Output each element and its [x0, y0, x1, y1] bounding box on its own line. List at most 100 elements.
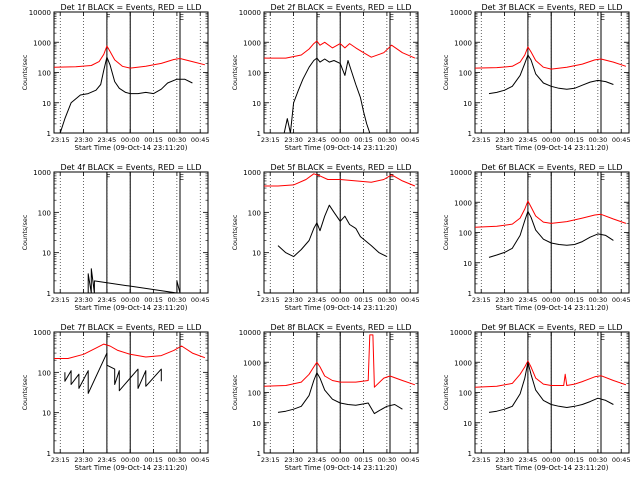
y-tick-label: 100: [459, 230, 472, 238]
event-marker-label: E: [179, 13, 184, 22]
x-tick-label: 00:30: [168, 136, 187, 144]
detector-panel: Det 8f BLACK = Events, RED = LLD 23:15 23:…: [231, 323, 420, 472]
y-tick-label: 10: [463, 420, 472, 428]
x-tick-label: 23:15: [261, 136, 280, 144]
event-marker-label: F: [106, 333, 111, 342]
y-axis-label: Counts/sec: [231, 54, 239, 90]
x-tick-label: 00:15: [565, 136, 584, 144]
y-tick-label: 1: [468, 450, 472, 458]
y-axis-label: Counts/sec: [442, 54, 450, 90]
lld-series-line: [264, 40, 416, 59]
x-tick-label: 00:15: [144, 296, 163, 304]
x-tick-label: 00:00: [542, 456, 561, 464]
x-axis-label: Start Time (09-Oct-14 23:11:20): [496, 304, 609, 312]
plot-frame: [474, 331, 630, 454]
y-tick-label: 1000: [33, 169, 51, 177]
event-marker-label: E: [179, 173, 184, 182]
y-tick-label: 1: [468, 130, 472, 138]
chart-title: Det 4f BLACK = Events, RED = LLD: [60, 163, 201, 172]
lld-series-line: [474, 200, 627, 228]
chart-title: Det 3f BLACK = Events, RED = LLD: [481, 3, 622, 12]
y-tick-label: 10: [252, 100, 261, 108]
y-axis-label: Counts/sec: [442, 374, 450, 410]
x-tick-label: 23:45: [98, 456, 117, 464]
chart-title: Det 8f BLACK = Events, RED = LLD: [270, 323, 411, 332]
y-tick-label: 100: [248, 70, 261, 78]
chart-title: Det 6f BLACK = Events, RED = LLD: [481, 163, 622, 172]
x-tick-label: 00:15: [354, 136, 373, 144]
x-tick-label: 23:15: [51, 296, 70, 304]
y-tick-label: 100: [248, 209, 261, 217]
x-tick-label: 23:30: [74, 296, 93, 304]
y-tick-label: 1: [257, 450, 261, 458]
lld-series-line: [263, 334, 416, 388]
x-tick-label: 00:30: [589, 136, 608, 144]
y-axis-label: Counts/sec: [21, 214, 29, 250]
y-tick-label: 1: [47, 450, 51, 458]
x-tick-label: 23:30: [284, 296, 303, 304]
x-tick-label: 23:30: [74, 456, 93, 464]
events-series-line: [488, 361, 614, 413]
event-marker-label: F: [527, 13, 532, 22]
x-tick-label: 00:00: [331, 456, 350, 464]
x-axis-label: Start Time (09-Oct-14 23:11:20): [75, 304, 188, 312]
y-tick-label: 1: [47, 130, 51, 138]
event-marker-label: E: [389, 333, 394, 342]
y-tick-label: 100: [248, 390, 261, 398]
x-tick-label: 00:15: [354, 456, 373, 464]
y-tick-label: 1000: [243, 169, 261, 177]
x-tick-label: 00:30: [168, 296, 187, 304]
x-tick-label: 23:15: [472, 296, 491, 304]
y-tick-label: 1000: [454, 39, 472, 47]
y-tick-label: 10000: [450, 329, 472, 337]
x-tick-label: 00:00: [331, 136, 350, 144]
plot-frame: [53, 171, 209, 294]
events-series-line: [277, 204, 388, 258]
x-tick-label: 23:45: [519, 296, 538, 304]
x-tick-label: 00:15: [354, 296, 373, 304]
x-tick-label: 00:30: [589, 296, 608, 304]
x-tick-label: 23:30: [495, 456, 514, 464]
y-tick-label: 1000: [33, 329, 51, 337]
plot-frame: [474, 171, 630, 294]
events-series-line: [64, 352, 162, 394]
x-tick-label: 00:45: [401, 296, 420, 304]
x-tick-label: 00:30: [589, 456, 608, 464]
lld-series-line: [54, 343, 206, 359]
x-tick-label: 00:45: [612, 456, 631, 464]
plot-frame: [263, 331, 419, 454]
event-marker-label: F: [106, 13, 111, 22]
x-axis-label: Start Time (09-Oct-14 23:11:20): [285, 304, 398, 312]
x-tick-label: 00:00: [121, 136, 140, 144]
chart-title: Det 1f BLACK = Events, RED = LLD: [60, 3, 201, 12]
x-tick-label: 00:30: [378, 296, 397, 304]
y-tick-label: 1000: [33, 39, 51, 47]
x-tick-label: 00:15: [565, 296, 584, 304]
x-tick-label: 23:45: [519, 456, 538, 464]
y-axis-label: Counts/sec: [442, 214, 450, 250]
x-tick-label: 23:15: [261, 456, 280, 464]
y-tick-label: 10000: [29, 9, 51, 17]
event-marker-label: E: [600, 333, 605, 342]
y-tick-label: 1: [468, 290, 472, 298]
x-tick-label: 00:00: [542, 136, 561, 144]
lld-series-line: [264, 173, 416, 187]
y-axis-label: Counts/sec: [231, 214, 239, 250]
detector-panel: Det 3f BLACK = Events, RED = LLD 23:15 23:…: [442, 3, 631, 152]
event-marker-label: F: [527, 173, 532, 182]
plot-frame: [263, 11, 419, 134]
x-tick-label: 00:15: [144, 136, 163, 144]
y-tick-label: 10: [463, 260, 472, 268]
x-axis-label: Start Time (09-Oct-14 23:11:20): [75, 464, 188, 472]
x-tick-label: 23:15: [51, 456, 70, 464]
detector-panel: Det 2f BLACK = Events, RED = LLD 23:15 23:…: [231, 3, 420, 152]
plot-frame: [263, 171, 419, 294]
events-series-line: [57, 56, 193, 134]
x-axis-label: Start Time (09-Oct-14 23:11:20): [285, 144, 398, 152]
x-tick-label: 00:45: [191, 136, 210, 144]
x-tick-label: 23:30: [284, 456, 303, 464]
detector-panel: Det 1f BLACK = Events, RED = LLD 23:15 23:…: [21, 3, 210, 152]
x-axis-label: Start Time (09-Oct-14 23:11:20): [496, 144, 609, 152]
chart-title: Det 7f BLACK = Events, RED = LLD: [60, 323, 201, 332]
